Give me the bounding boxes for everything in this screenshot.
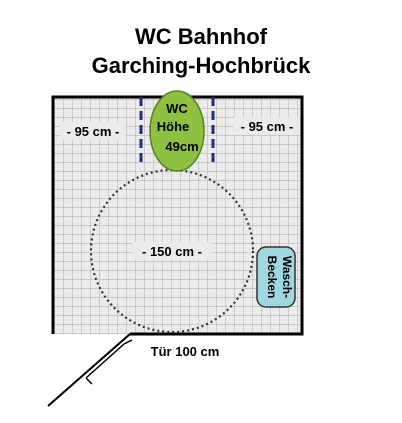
door [47, 333, 133, 407]
title-line-2: Garching-Hochbrück [91, 53, 311, 78]
circle-label-bg [133, 242, 211, 260]
door-leaf [47, 333, 131, 407]
left-distance-label: - 95 cm - [67, 124, 120, 139]
door-handle [85, 377, 93, 385]
title-line-1: WC Bahnhof [135, 24, 267, 49]
wall-outline [51, 95, 304, 336]
walls [51, 95, 304, 336]
door-frame [123, 339, 133, 345]
sink-label-line-2: Becken [265, 256, 279, 299]
sink [256, 246, 296, 308]
toilet [149, 90, 205, 172]
door-label: Tür 100 cm [151, 344, 220, 359]
toilet-clearance-lines [139, 97, 215, 162]
toilet-label-line-3: 49cm [165, 139, 198, 154]
right-distance-label: - 95 cm - [241, 119, 294, 134]
toilet-label-line-2: Höhe [157, 119, 190, 134]
left-distance-bg [60, 122, 126, 140]
door-leaf-inner [85, 343, 125, 379]
right-distance-bg [234, 117, 300, 135]
toilet-label-line-1: WC [166, 101, 188, 116]
sink-label-line-1: Wasch- [280, 256, 294, 298]
turning-circle-label: - 150 cm - [142, 244, 202, 259]
